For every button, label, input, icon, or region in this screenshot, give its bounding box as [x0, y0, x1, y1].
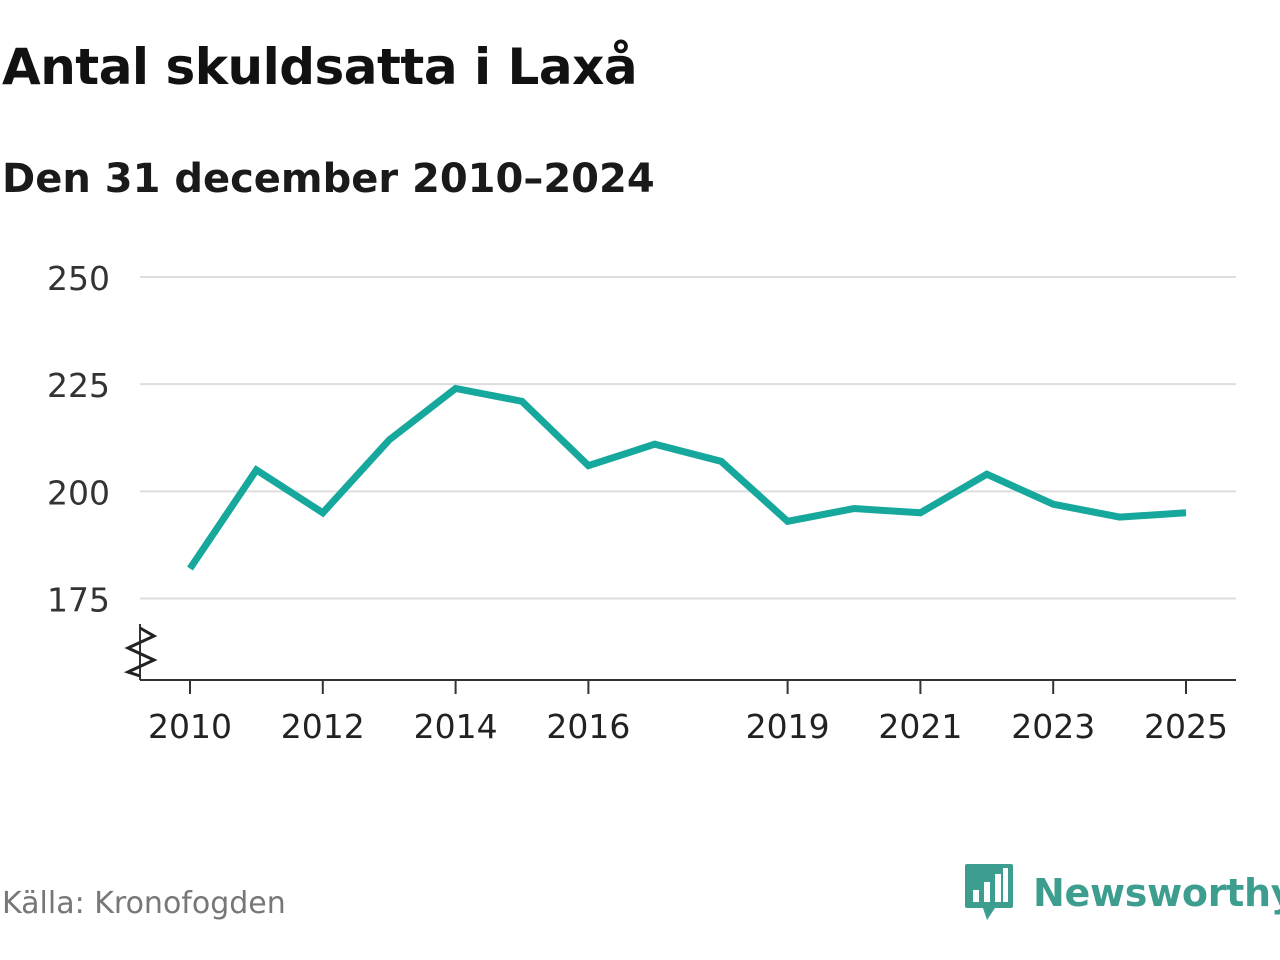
series-line: [187, 384, 1187, 571]
source-note: Källa: Kronofogden: [2, 886, 286, 921]
line-chart: 175 200 225 250 2010 2012 2014 2016 2019 2021 2023…: [47, 259, 1236, 746]
chart-subtitle: Den 31 december 2010–2024: [2, 156, 655, 202]
x-tick-label: 2014: [414, 707, 498, 746]
x-tick-label: 2010: [148, 707, 232, 746]
logo-bar-3: [995, 874, 1001, 902]
newsworthy-logo-icon: [965, 864, 1013, 920]
y-tick-label: 250: [47, 259, 110, 298]
x-tick-label: 2023: [1011, 707, 1095, 746]
chart-title: Antal skuldsatta i Laxå: [2, 38, 638, 96]
x-tick-label: 2025: [1144, 707, 1228, 746]
brand-logo: Newsworthy: [963, 862, 1280, 924]
x-tick-label: 2021: [878, 707, 962, 746]
axis-break-icon: [123, 626, 158, 678]
x-tick-label: 2012: [281, 707, 365, 746]
x-tick-label: 2019: [746, 707, 830, 746]
logo-bar-2: [984, 882, 990, 902]
logo-bar-1: [973, 890, 979, 902]
y-tick-label: 225: [47, 366, 110, 405]
y-tick-label: 200: [47, 473, 110, 512]
logo-bar-4: [1003, 868, 1008, 902]
brand-name: Newsworthy: [1033, 871, 1280, 915]
y-tick-label: 175: [47, 581, 110, 620]
x-tick-label: 2016: [546, 707, 630, 746]
